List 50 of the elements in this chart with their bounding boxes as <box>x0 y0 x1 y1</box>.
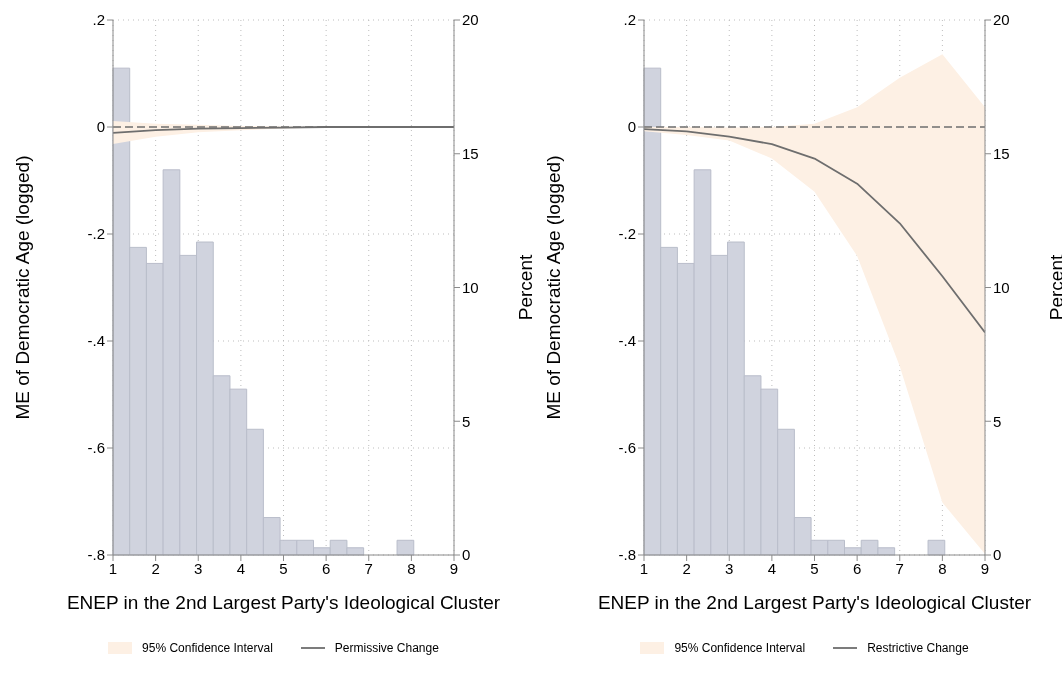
y-tick-label: 0 <box>96 118 105 136</box>
x-tick-label: 9 <box>449 559 459 577</box>
y2-tick-label: 20 <box>993 11 1010 29</box>
x-axis-title: ENEP in the 2nd Largest Party's Ideological Cluster <box>597 592 1032 613</box>
y-axis-title: ME of Democratic Age (logged) <box>11 155 33 420</box>
x-tick-label: 7 <box>364 559 373 577</box>
x-tick-label: 3 <box>725 559 734 577</box>
text: 95% Confidence Interval <box>674 641 806 655</box>
y-tick-label: .2 <box>92 11 105 29</box>
y2-tick-label: 5 <box>993 412 1002 430</box>
y-tick-label: 0 <box>627 118 636 136</box>
x-tick-label: 1 <box>639 559 649 577</box>
y-tick-label: -.2 <box>87 225 105 243</box>
x-tick-label: 5 <box>279 559 288 577</box>
y-tick-label: -.8 <box>87 546 105 564</box>
text: 95% Confidence Interval <box>142 641 273 655</box>
x-tick-label: 5 <box>810 559 819 577</box>
x-tick-label: 6 <box>321 559 331 577</box>
x-tick-label: 8 <box>407 559 416 577</box>
y2-tick-label: 5 <box>462 412 471 430</box>
x-tick-label: 4 <box>767 559 777 577</box>
y-tick-label: -.6 <box>618 439 636 457</box>
y-tick-label: .2 <box>623 11 636 29</box>
y-axis-title: ME of Democratic Age (logged) <box>542 155 564 420</box>
x-axis-title: ENEP in the 2nd Largest Party's Ideological Cluster <box>66 592 501 613</box>
y2-tick-label: 15 <box>462 145 479 163</box>
legend-label: Permissive Change <box>334 641 439 655</box>
y2-tick-label: 10 <box>993 278 1010 296</box>
y2-tick-label: 10 <box>462 278 479 296</box>
y2-tick-label: 0 <box>462 546 471 564</box>
x-tick-label: 2 <box>682 559 691 577</box>
x-tick-label: 9 <box>980 559 990 577</box>
x-tick-label: 8 <box>938 559 947 577</box>
x-tick-label: 6 <box>852 559 862 577</box>
y2-axis-title: Percent <box>1045 254 1062 321</box>
x-tick-label: 1 <box>108 559 118 577</box>
x-tick-label: 2 <box>151 559 160 577</box>
legend-label: Restrictive Change <box>867 641 969 655</box>
y2-axis-title: Percent <box>514 254 536 321</box>
x-tick-label: 3 <box>194 559 203 577</box>
y-tick-label: -.4 <box>618 332 636 350</box>
y-tick-label: -.4 <box>87 332 105 350</box>
y2-tick-label: 20 <box>462 11 479 29</box>
y-tick-label: -.6 <box>87 439 105 457</box>
y2-tick-label: 0 <box>993 546 1002 564</box>
y-tick-label: -.2 <box>618 225 636 243</box>
x-tick-label: 7 <box>895 559 904 577</box>
y2-tick-label: 15 <box>993 145 1010 163</box>
y-tick-label: -.8 <box>618 546 636 564</box>
x-tick-label: 4 <box>236 559 246 577</box>
